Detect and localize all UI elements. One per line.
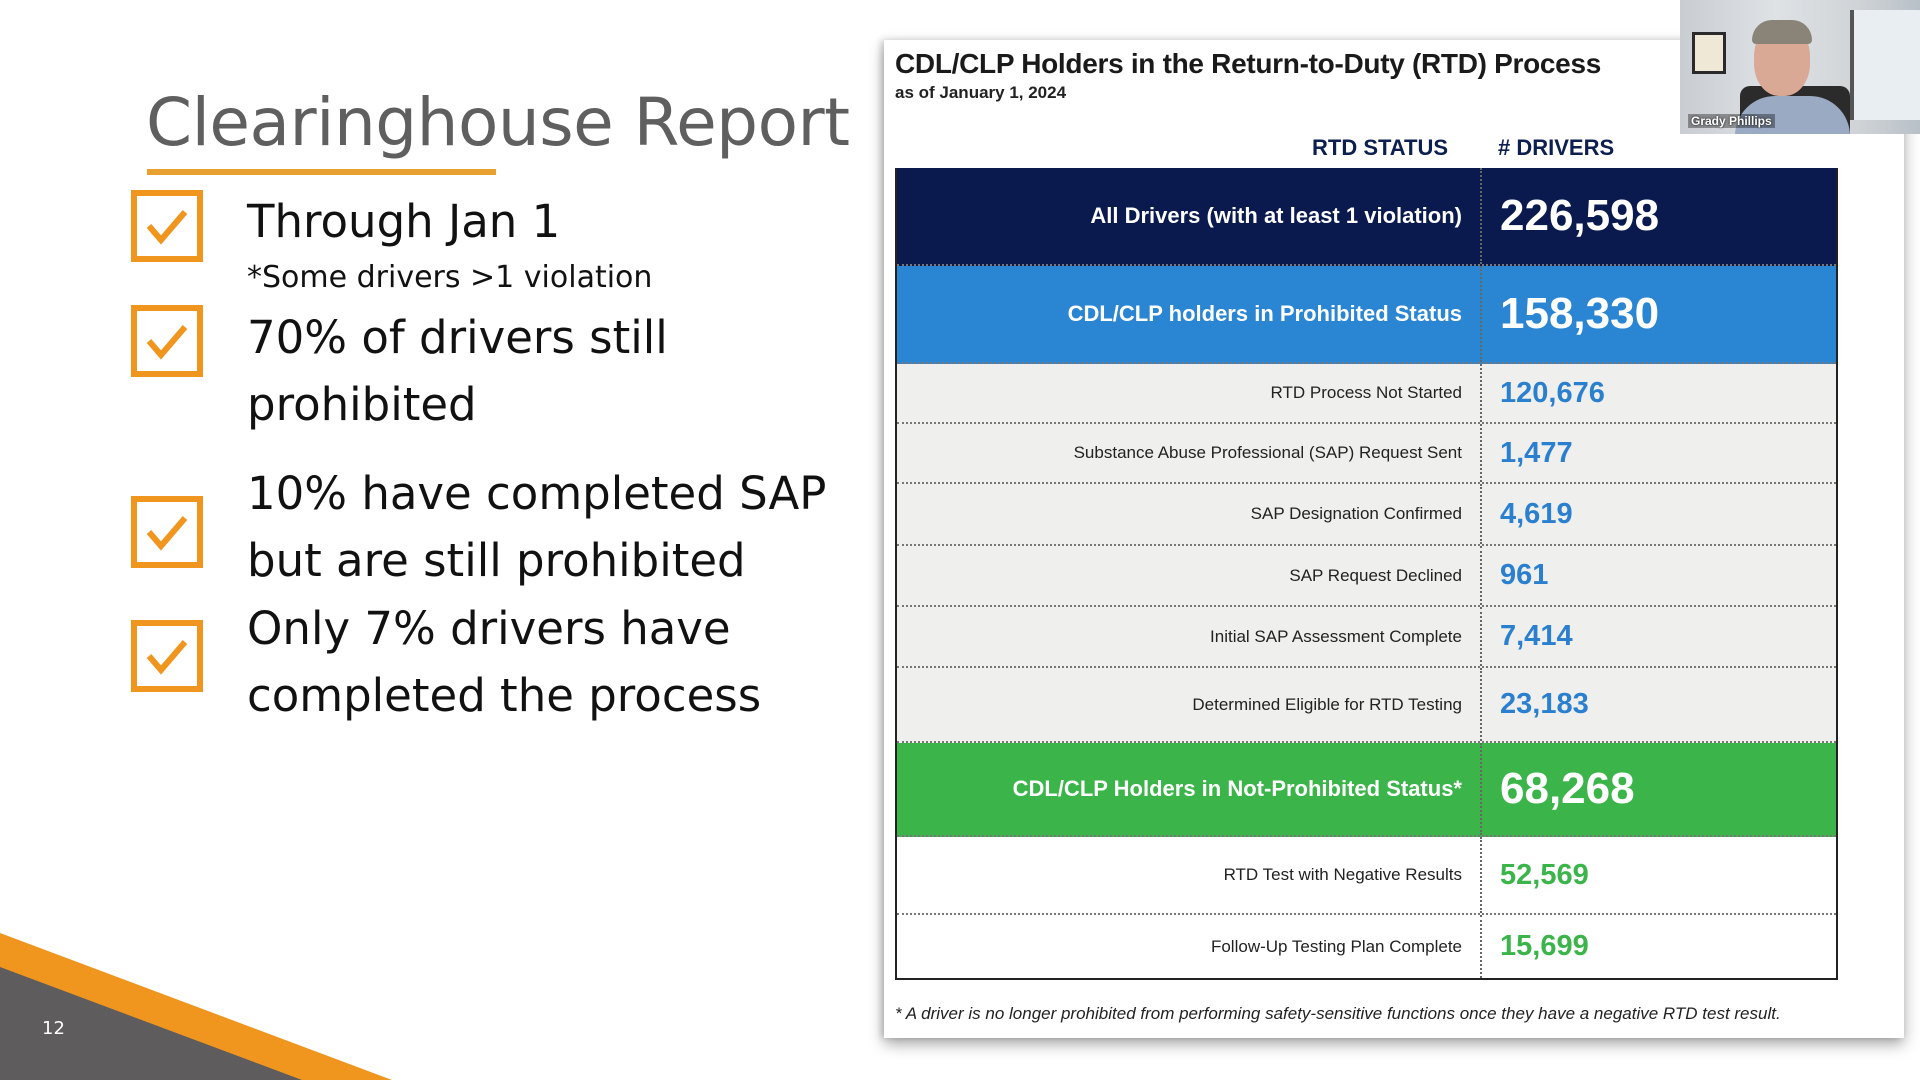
panel-subtitle: as of January 1, 2024 — [895, 83, 1067, 102]
row-label: SAP Request Declined — [897, 546, 1482, 605]
column-header-status: RTD STATUS — [1312, 135, 1449, 160]
row-value: 52,569 — [1500, 858, 1589, 891]
table-row: Substance Abuse Professional (SAP) Reque… — [897, 424, 1836, 484]
table-row: Follow-Up Testing Plan Complete 15,699 — [897, 915, 1836, 978]
panel-title: CDL/CLP Holders in the Return-to-Duty (R… — [895, 48, 1602, 79]
row-value: 15,699 — [1500, 930, 1589, 962]
bullet-line: but are still prohibited — [247, 534, 746, 587]
row-label: RTD Test with Negative Results — [897, 837, 1482, 913]
table-row-all-drivers: All Drivers (with at least 1 violation) … — [897, 168, 1836, 266]
row-value: 1,477 — [1500, 436, 1573, 469]
row-label: Follow-Up Testing Plan Complete — [897, 915, 1482, 978]
bullet-line: completed the process — [247, 669, 762, 722]
table-row: RTD Process Not Started 120,676 — [897, 364, 1836, 424]
checkbox-icon — [131, 496, 203, 568]
row-label: CDL/CLP holders in Prohibited Status — [897, 266, 1482, 362]
wall-frame — [1692, 32, 1726, 74]
window-background — [1850, 10, 1920, 120]
row-label: Initial SAP Assessment Complete — [897, 607, 1482, 666]
participant-video-tile[interactable]: Grady Phillips — [1680, 0, 1920, 134]
person-hair — [1752, 20, 1812, 44]
table-row: Initial SAP Assessment Complete 7,414 — [897, 607, 1836, 668]
rtd-table-panel: CDL/CLP Holders in the Return-to-Duty (R… — [884, 40, 1904, 1038]
column-header-drivers: # DRIVERS — [1498, 135, 1615, 160]
rtd-table: All Drivers (with at least 1 violation) … — [895, 168, 1838, 980]
row-value: 23,183 — [1500, 688, 1589, 720]
row-label: CDL/CLP Holders in Not-Prohibited Status… — [897, 743, 1482, 835]
row-label: Substance Abuse Professional (SAP) Reque… — [897, 424, 1482, 482]
row-label: RTD Process Not Started — [897, 364, 1482, 422]
bullet-through-jan: Through Jan 1 — [247, 195, 561, 248]
bullet-line: Only 7% drivers have — [247, 602, 731, 655]
checkbox-icon — [131, 190, 203, 262]
table-row-prohibited: CDL/CLP holders in Prohibited Status 158… — [897, 266, 1836, 364]
table-row: RTD Test with Negative Results 52,569 — [897, 837, 1836, 915]
title-underline — [147, 169, 496, 175]
table-row: SAP Designation Confirmed 4,619 — [897, 484, 1836, 546]
row-value: 961 — [1500, 559, 1549, 591]
row-value: 4,619 — [1500, 497, 1573, 530]
table-row: Determined Eligible for RTD Testing 23,1… — [897, 668, 1836, 743]
table-row: SAP Request Declined 961 — [897, 546, 1836, 607]
row-value: 120,676 — [1500, 376, 1605, 409]
person-body — [1735, 96, 1850, 134]
bullet-line: 10% have completed SAP — [247, 467, 827, 520]
bullet-10-percent: 10% have completed SAP but are still pro… — [247, 460, 826, 594]
row-value: 68,268 — [1500, 764, 1635, 813]
table-footnote: * A driver is no longer prohibited from … — [895, 1004, 1781, 1023]
row-value: 158,330 — [1500, 289, 1660, 338]
row-label: Determined Eligible for RTD Testing — [897, 668, 1482, 741]
bullet-line: prohibited — [247, 378, 477, 431]
row-label: SAP Designation Confirmed — [897, 484, 1482, 544]
bullet-7-percent: Only 7% drivers have completed the proce… — [247, 595, 761, 729]
row-value: 7,414 — [1500, 620, 1573, 652]
checkbox-icon — [131, 620, 203, 692]
participant-name: Grady Phillips — [1688, 114, 1775, 128]
bullet-line: 70% of drivers still — [247, 311, 668, 364]
row-label: All Drivers (with at least 1 violation) — [897, 168, 1482, 264]
page-number: 12 — [42, 1018, 65, 1039]
bullet-subtext: *Some drivers >1 violation — [247, 260, 653, 295]
row-value: 226,598 — [1500, 191, 1660, 240]
table-row-not-prohibited: CDL/CLP Holders in Not-Prohibited Status… — [897, 743, 1836, 837]
checkbox-icon — [131, 305, 203, 377]
slide-title: Clearinghouse Report — [146, 84, 850, 161]
bullet-70-percent: 70% of drivers still prohibited — [247, 304, 668, 438]
